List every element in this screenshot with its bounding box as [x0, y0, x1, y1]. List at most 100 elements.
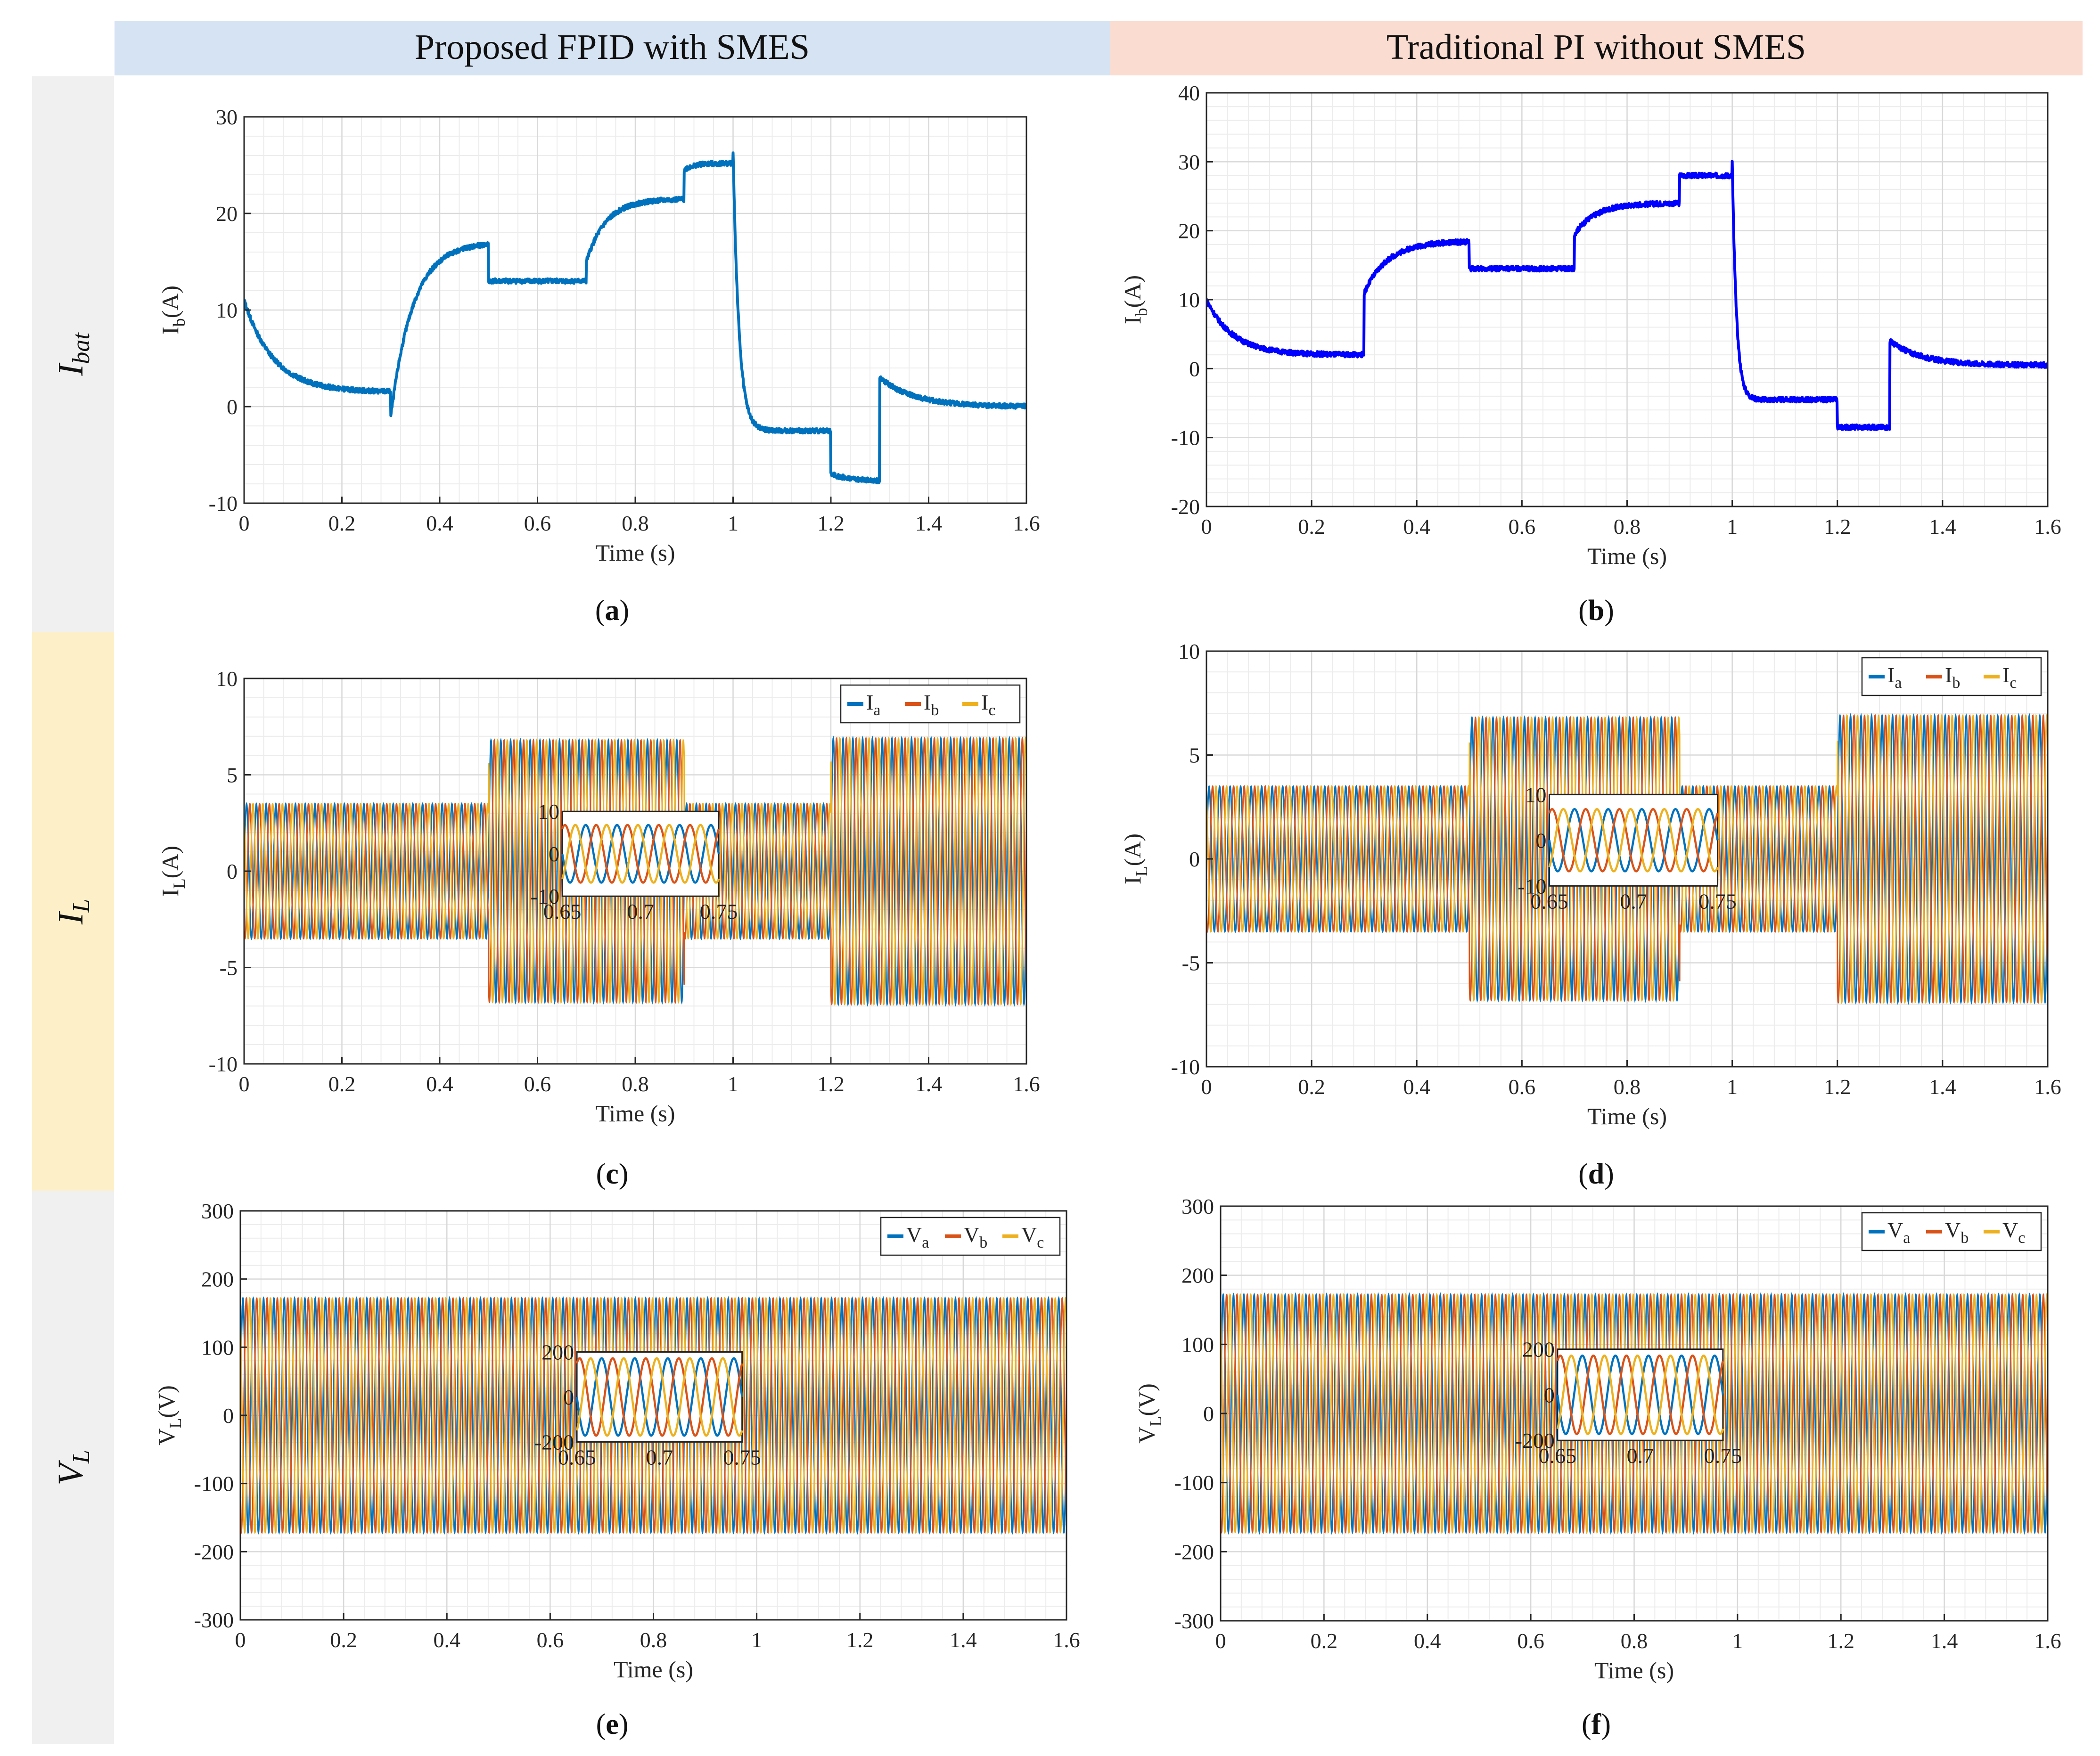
legend-entry: Vc	[2002, 1218, 2025, 1247]
header-right-title: Traditional PI without SMES	[1386, 27, 1806, 67]
panel-caption: (d)	[1578, 1158, 1614, 1190]
y-tick-label: 10	[1178, 639, 1200, 663]
series-line-phase-b	[1206, 713, 2048, 1005]
x-tick-label: 0	[239, 511, 250, 535]
x-tick-label: 0.8	[1614, 1075, 1641, 1099]
y-tick-label: 10	[216, 298, 238, 322]
y-tick-label: 0	[227, 395, 238, 419]
x-tick-label: 1	[728, 1072, 738, 1096]
y-tick-label: 0	[1203, 1402, 1214, 1426]
inset-xtick-label: 0.65	[558, 1445, 596, 1469]
x-axis-label: Time (s)	[1587, 1103, 1667, 1129]
x-tick-label: 1.6	[1013, 1072, 1040, 1096]
row-label-load-current: IL	[51, 899, 95, 925]
inset-ytick-label: -10	[1518, 874, 1546, 898]
y-tick-label: 0	[227, 859, 238, 883]
y-axis-label: Ib(A)	[1119, 275, 1151, 324]
inset-line-phase-b	[1548, 808, 1719, 873]
y-tick-label: -10	[209, 491, 238, 515]
y-tick-label: 5	[1189, 743, 1200, 768]
panel-caption: (a)	[595, 595, 629, 627]
inset-line-phase-c	[1548, 808, 1719, 873]
y-tick-label: 0	[1189, 847, 1200, 871]
inset-xtick-label: 0.7	[627, 899, 654, 923]
y-tick-label: -200	[1174, 1540, 1214, 1564]
legend: Va Vb Vc	[1861, 1212, 2042, 1251]
y-tick-label: -5	[220, 956, 238, 980]
x-tick-label: 0.4	[434, 1628, 461, 1652]
inset-xtick-label: 0.7	[646, 1445, 673, 1469]
y-tick-label: -100	[194, 1472, 234, 1496]
x-tick-label: 0.2	[1311, 1629, 1338, 1653]
y-tick-label: 30	[216, 105, 238, 129]
x-tick-label: 1.2	[817, 1072, 845, 1096]
series-line-I_b	[1206, 160, 2048, 431]
x-tick-label: 0.6	[524, 1072, 551, 1096]
legend: Va Vb Vc	[880, 1217, 1061, 1256]
chart-panel-b: 0 0.2 0.4 0.6 0.8 1 1.2 1.4 1.6 -20 -10 0 10 20 30 40 Ti…	[1119, 81, 2061, 627]
panel-caption: (e)	[596, 1708, 629, 1740]
inset-ytick-label: -200	[534, 1430, 574, 1454]
x-tick-label: 1	[1727, 1075, 1738, 1099]
y-tick-label: -200	[194, 1540, 234, 1564]
x-tick-label: 1	[751, 1628, 762, 1652]
panel-caption: (b)	[1578, 595, 1614, 627]
legend-entry: Ia	[866, 690, 880, 719]
y-tick-label: -10	[209, 1052, 238, 1076]
x-tick-label: 1	[728, 511, 738, 535]
x-tick-label: 0.8	[622, 511, 649, 535]
x-tick-label: 1.4	[1929, 515, 1956, 539]
y-tick-label: -100	[1174, 1471, 1214, 1495]
x-tick-label: 1.4	[1931, 1629, 1958, 1653]
legend-entry: Ib	[1945, 663, 1960, 692]
y-axis-label: VL(V)	[153, 1385, 185, 1446]
x-tick-label: 0.8	[640, 1628, 667, 1652]
inset-ytick-label: 0	[563, 1385, 574, 1409]
inset-ytick-label: 0	[1535, 828, 1546, 852]
x-tick-label: 0.4	[1403, 1075, 1431, 1099]
x-tick-label: 1.4	[950, 1628, 977, 1652]
legend: Ia Ib Ic	[840, 684, 1021, 724]
row-band-battery-current	[32, 76, 114, 632]
x-tick-label: 0.8	[1621, 1629, 1648, 1653]
x-tick-label: 1.6	[2034, 515, 2061, 539]
x-axis-label: Time (s)	[1587, 543, 1667, 569]
series-line-phase-b	[240, 1297, 1066, 1534]
legend-entry: Va	[1887, 1218, 1910, 1247]
legend: Ia Ib Ic	[1861, 657, 2042, 696]
inset-xtick-label: 0.7	[1620, 889, 1647, 913]
series-line-phase-c	[1221, 1293, 2048, 1534]
y-tick-label: -300	[1174, 1609, 1214, 1633]
inset-xtick-label: 0.7	[1627, 1444, 1654, 1468]
legend-entry: Ic	[2002, 663, 2017, 692]
x-tick-label: 0.4	[426, 511, 453, 535]
y-tick-label: 5	[227, 763, 238, 787]
y-tick-label: 100	[201, 1335, 234, 1359]
inset-zoom: -10 0 10 0.65 0.7 0.75	[1518, 783, 1737, 913]
x-tick-label: 0.2	[1298, 1075, 1325, 1099]
x-tick-label: 0.4	[1403, 515, 1431, 539]
x-tick-label: 0.2	[328, 1072, 356, 1096]
legend-entry: Ic	[981, 690, 995, 719]
x-tick-label: 0.2	[330, 1628, 357, 1652]
y-axis-label: IL(A)	[1119, 833, 1151, 884]
y-tick-label: 0	[1189, 357, 1200, 381]
inset-line-phase-b	[575, 1357, 743, 1437]
inset-xtick-label: 0.65	[1530, 889, 1568, 913]
x-tick-label: 1.4	[915, 1072, 943, 1096]
series-line-phase-b	[244, 736, 1026, 1006]
inset-line-phase-a	[561, 824, 720, 884]
x-tick-label: 1.2	[1824, 1075, 1851, 1099]
x-tick-label: 1.6	[2034, 1629, 2061, 1653]
grid-lines	[243, 116, 1027, 504]
data-area	[1206, 160, 2048, 431]
row-band-load-voltage	[32, 1191, 114, 1744]
inset-xtick-label: 0.75	[700, 899, 738, 923]
x-tick-label: 0.6	[1509, 515, 1536, 539]
inset-ytick-label: -200	[1515, 1429, 1555, 1453]
x-tick-label: 0.6	[524, 511, 551, 535]
x-tick-label: 1.2	[817, 511, 845, 535]
legend-box	[1861, 657, 2042, 696]
